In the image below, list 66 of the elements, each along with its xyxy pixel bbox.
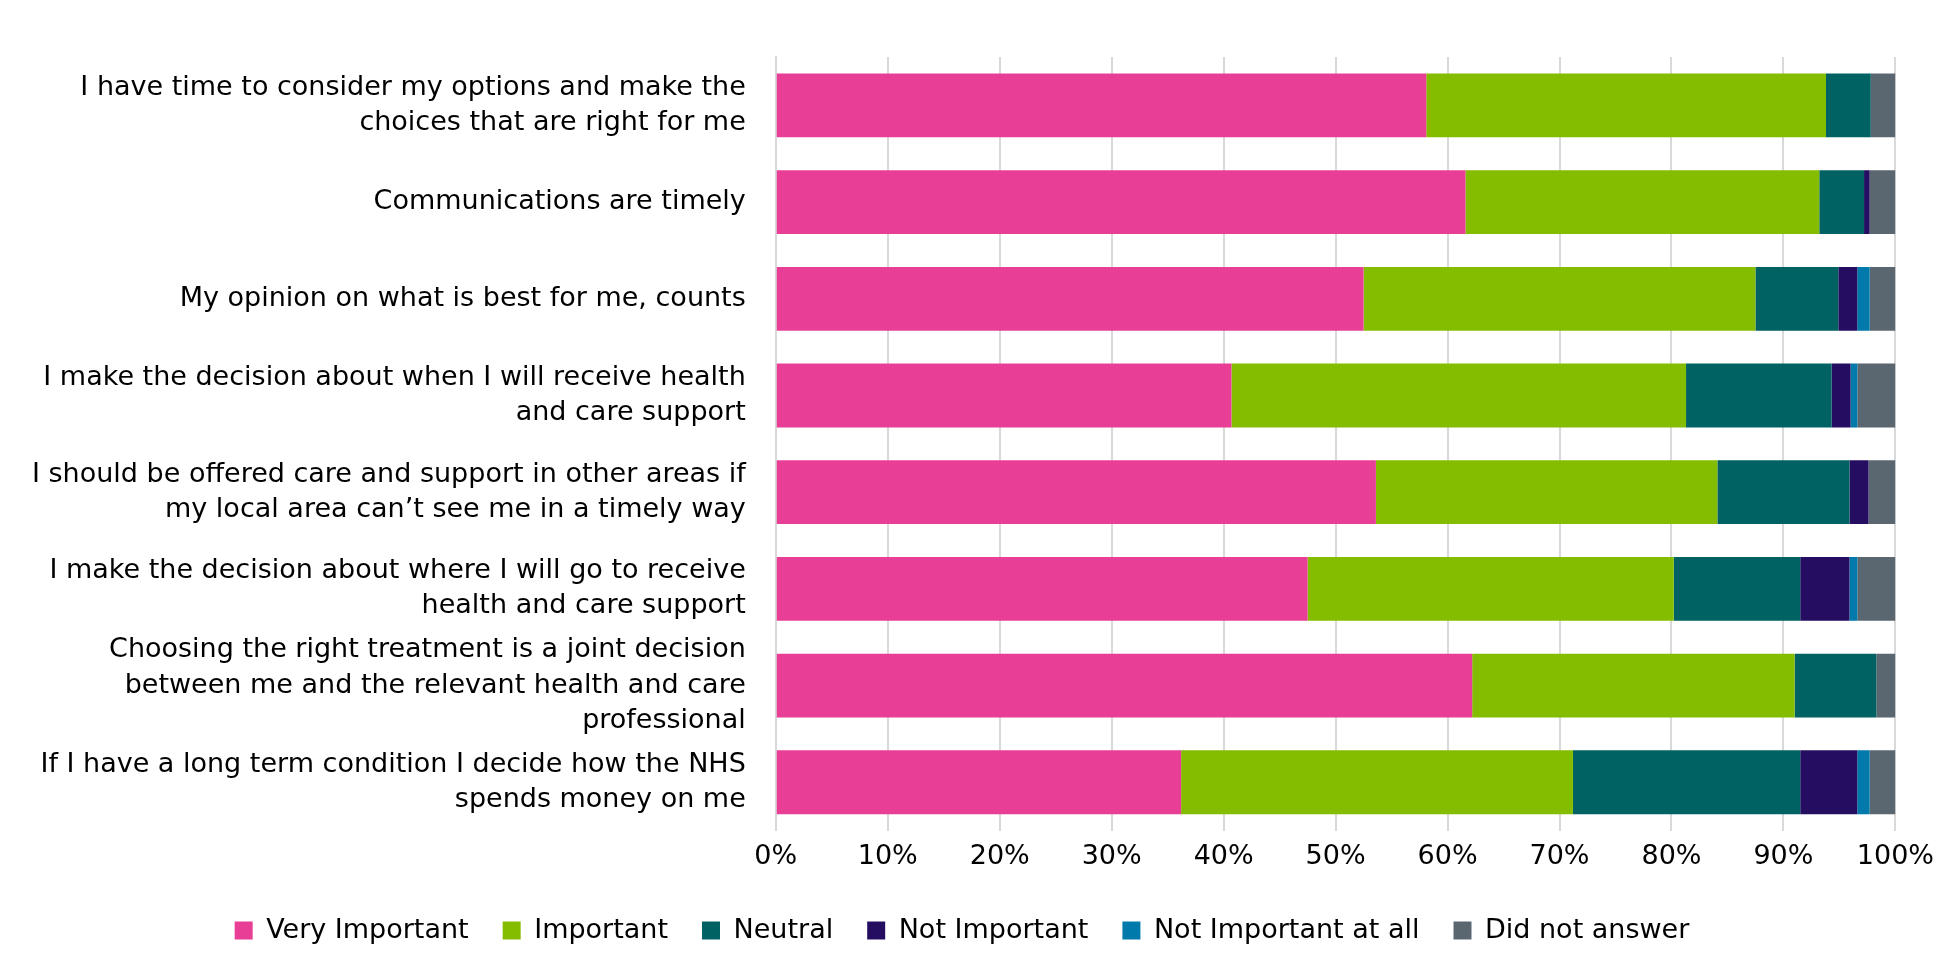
legend-label: Not Important xyxy=(898,912,1089,944)
x-tick-label: 80% xyxy=(1641,838,1702,870)
bar xyxy=(1857,266,1870,331)
bar xyxy=(1673,556,1801,621)
bar xyxy=(1831,363,1851,428)
legend-label: Not Important at all xyxy=(1153,912,1420,944)
x-tick-label: 30% xyxy=(1081,838,1142,870)
bar xyxy=(1572,750,1801,815)
bar xyxy=(776,653,1473,718)
bar xyxy=(1363,266,1756,331)
bar xyxy=(1375,460,1718,525)
bar xyxy=(1800,556,1850,621)
bar xyxy=(1876,653,1896,718)
y-tick-label: I have time to consider my options and make the choices that are right for me xyxy=(80,69,746,137)
bar xyxy=(1800,750,1858,815)
legend-label: Very Important xyxy=(266,912,469,944)
bar xyxy=(1864,170,1870,235)
y-tick-label: I make the decision about when I will receive health and care support xyxy=(43,359,746,427)
x-tick-label: 60% xyxy=(1417,838,1478,870)
x-tick-label: 20% xyxy=(969,838,1030,870)
bar xyxy=(1857,556,1896,621)
y-tick-label: I make the decision about where I will go to receive health and care support xyxy=(49,553,746,620)
bar xyxy=(776,750,1182,815)
x-tick-label: 10% xyxy=(857,838,918,870)
bar xyxy=(1857,363,1896,428)
bar xyxy=(1849,556,1858,621)
bar xyxy=(1825,73,1871,138)
bar xyxy=(1869,170,1896,235)
bar xyxy=(776,266,1364,331)
bar xyxy=(776,363,1232,428)
y-tick-label: If I have a long term condition I decide how the NHS spends money on me xyxy=(40,746,746,813)
bar xyxy=(776,73,1427,138)
x-tick-label: 90% xyxy=(1753,838,1814,870)
bar xyxy=(1307,556,1674,621)
x-tick-label: 0% xyxy=(754,838,798,870)
y-tick-label: Choosing the right treatment is a joint decision between me and the relevant health and care professional xyxy=(109,632,746,734)
x-tick-label: 70% xyxy=(1529,838,1590,870)
bar xyxy=(776,556,1308,621)
legend-label: Did not answer xyxy=(1485,912,1691,944)
bar xyxy=(1686,363,1832,428)
bar xyxy=(1755,266,1839,331)
bar xyxy=(776,460,1376,525)
x-tick-label: 100% xyxy=(1856,838,1935,870)
bar xyxy=(1426,73,1826,138)
bar xyxy=(1838,266,1858,331)
bar xyxy=(776,170,1466,235)
bar xyxy=(1868,460,1896,525)
legend-label: Important xyxy=(534,912,669,944)
bar xyxy=(1717,460,1850,525)
bar xyxy=(1857,750,1870,815)
y-tick-label: My opinion on what is best for me, counts xyxy=(179,280,746,312)
bar xyxy=(1465,170,1820,235)
x-tick-label: 50% xyxy=(1305,838,1366,870)
bar xyxy=(1472,653,1795,718)
y-tick-label: Communications are timely xyxy=(373,184,746,216)
bar xyxy=(1181,750,1573,815)
y-tick-label: I should be offered care and support in other areas if my local area can’t see me in a timely way xyxy=(31,456,748,523)
bar xyxy=(1869,266,1896,331)
x-tick-label: 40% xyxy=(1193,838,1254,870)
bar xyxy=(1231,363,1687,428)
bar xyxy=(1849,460,1869,525)
legend-label: Neutral xyxy=(733,912,834,944)
bar xyxy=(1870,73,1896,138)
bar xyxy=(1794,653,1877,718)
bar xyxy=(1819,170,1865,235)
bar xyxy=(1869,750,1896,815)
